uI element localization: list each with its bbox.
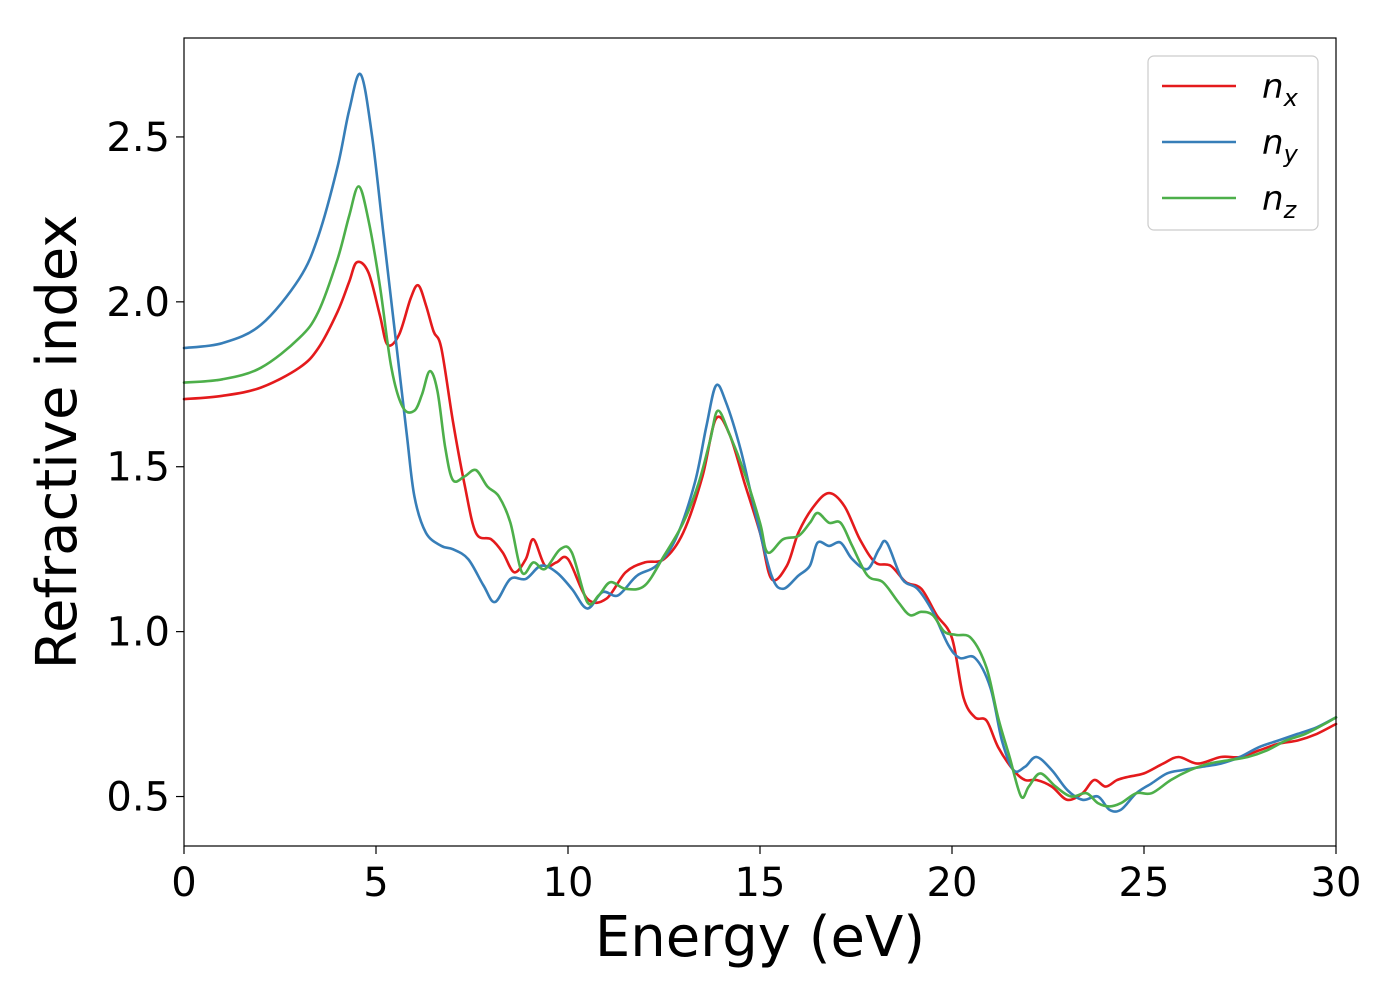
x-axis-label: Energy (eV): [595, 905, 925, 970]
x-tick-label: 10: [543, 860, 594, 906]
x-tick-label: 0: [171, 860, 196, 906]
y-tick-label: 0.5: [106, 775, 170, 821]
x-tick-label: 30: [1311, 860, 1362, 906]
x-tick-label: 15: [735, 860, 786, 906]
y-axis-ticks: 0.5 1.0 1.5 2.0 2.5: [106, 115, 184, 821]
y-tick-label: 2.5: [106, 115, 170, 161]
y-tick-label: 2.0: [106, 280, 170, 326]
series-line-ny: [182, 72, 1338, 813]
series-line-nz: [182, 185, 1338, 808]
legend-label: ny: [1262, 123, 1299, 168]
legend-item-nz: nz: [1162, 179, 1298, 224]
legend: nx ny nz: [1147, 55, 1319, 231]
legend-item-nx: nx: [1162, 67, 1299, 112]
y-tick-label: 1.5: [106, 445, 170, 491]
y-axis-label: Refractive index: [25, 215, 90, 670]
x-tick-label: 20: [927, 860, 978, 906]
legend-label: nx: [1262, 67, 1299, 112]
legend-item-ny: ny: [1162, 123, 1299, 168]
plot-lines: [182, 72, 1338, 813]
x-tick-label: 5: [363, 860, 388, 906]
x-tick-label: 25: [1119, 860, 1170, 906]
x-axis-ticks: 0 5 10 15 20 25 30: [171, 846, 1361, 906]
legend-label: nz: [1262, 179, 1298, 224]
y-tick-label: 1.0: [106, 610, 170, 656]
